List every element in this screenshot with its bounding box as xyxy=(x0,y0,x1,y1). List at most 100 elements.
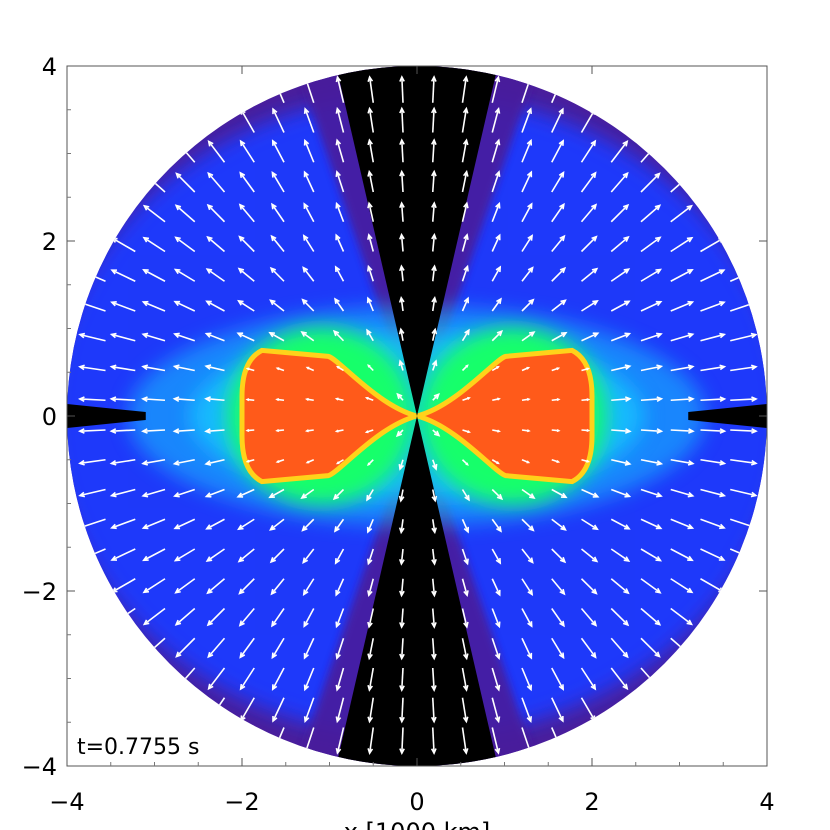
velocity-arrow-shaft xyxy=(611,429,630,433)
velocity-arrow-shaft xyxy=(491,298,502,312)
velocity-arrow-shaft xyxy=(336,140,345,163)
velocity-arrow-head xyxy=(686,204,693,211)
velocity-arrow xyxy=(204,488,225,498)
velocity-arrow-shaft xyxy=(368,608,375,628)
velocity-arrow xyxy=(367,201,375,222)
y-tick-label: 0 xyxy=(42,403,57,431)
velocity-arrow-head xyxy=(335,653,341,660)
velocity-arrow-shaft xyxy=(580,172,597,193)
velocity-arrow-head xyxy=(687,523,695,530)
velocity-arrow-shaft xyxy=(269,332,285,342)
velocity-arrow-head xyxy=(494,684,501,692)
velocity-arrow-shaft xyxy=(670,237,693,253)
velocity-arrow-shaft xyxy=(142,365,166,372)
velocity-arrow-head xyxy=(272,107,278,115)
velocity-arrow xyxy=(399,638,405,661)
velocity-arrow-head xyxy=(465,462,469,466)
velocity-arrow-shaft xyxy=(670,578,693,593)
velocity-arrow-shaft xyxy=(730,429,757,432)
velocity-arrow-head xyxy=(749,554,757,561)
velocity-arrow xyxy=(396,392,404,401)
velocity-arrow xyxy=(301,518,315,532)
velocity-arrow-head xyxy=(335,170,341,177)
velocity-arrow-head xyxy=(590,652,597,659)
velocity-arrow-shaft xyxy=(205,365,225,372)
velocity-arrow-head xyxy=(431,295,437,303)
velocity-arrow-shaft xyxy=(700,269,725,282)
velocity-arrow-shaft xyxy=(400,519,404,533)
velocity-arrow-shaft xyxy=(238,268,255,282)
velocity-arrow-shaft xyxy=(205,458,225,465)
velocity-arrow-head xyxy=(79,269,87,276)
velocity-arrow xyxy=(334,297,345,312)
velocity-arrow xyxy=(461,578,469,598)
velocity-arrow-head xyxy=(207,651,214,659)
velocity-arrow-head xyxy=(687,300,695,307)
velocity-arrow-shaft xyxy=(491,108,500,133)
velocity-arrow-head xyxy=(174,204,182,211)
velocity-arrow xyxy=(270,578,285,596)
velocity-arrow-head xyxy=(558,652,565,660)
velocity-arrow xyxy=(581,428,591,433)
velocity-arrow-shaft xyxy=(580,578,597,595)
velocity-arrow-head xyxy=(335,621,341,629)
velocity-arrow-shaft xyxy=(670,301,693,312)
velocity-arrow-head xyxy=(528,525,535,532)
velocity-arrow-head xyxy=(526,684,533,692)
velocity-arrow xyxy=(398,264,405,282)
velocity-arrow xyxy=(110,300,136,312)
velocity-arrow xyxy=(237,299,255,312)
velocity-arrow-shaft xyxy=(580,268,598,282)
velocity-arrow xyxy=(302,234,315,252)
velocity-arrow-head xyxy=(467,430,471,434)
velocity-arrow-head xyxy=(174,587,181,594)
velocity-arrow xyxy=(551,608,565,628)
velocity-arrow-head xyxy=(399,106,405,114)
core-lobe-left xyxy=(239,347,418,485)
velocity-arrow-shaft xyxy=(206,548,225,562)
velocity-arrow-shaft xyxy=(491,266,501,282)
velocity-arrow xyxy=(399,201,405,222)
velocity-arrow-shaft xyxy=(335,608,345,627)
velocity-arrow xyxy=(491,233,501,252)
velocity-arrow-shaft xyxy=(461,727,468,754)
velocity-arrow xyxy=(398,359,405,371)
velocity-arrow xyxy=(109,364,136,372)
velocity-arrow xyxy=(640,488,663,498)
equatorial-funnel-left xyxy=(67,404,146,428)
velocity-arrow xyxy=(610,637,629,659)
velocity-arrow-shaft xyxy=(368,76,375,103)
velocity-arrow-shaft xyxy=(272,667,285,690)
velocity-arrow xyxy=(304,429,314,433)
velocity-arrow xyxy=(245,367,255,372)
velocity-arrow-shaft xyxy=(491,608,501,627)
velocity-arrow-shaft xyxy=(521,108,532,133)
velocity-arrow-head xyxy=(494,106,501,114)
velocity-arrow xyxy=(551,139,564,163)
velocity-arrow xyxy=(492,397,501,402)
velocity-arrow xyxy=(141,396,166,403)
velocity-arrow xyxy=(730,364,758,372)
velocity-arrow-head xyxy=(431,463,438,471)
velocity-arrow-shaft xyxy=(640,429,662,433)
velocity-arrow-shaft xyxy=(270,518,285,531)
velocity-arrow-head xyxy=(109,364,117,371)
velocity-arrow-head xyxy=(173,300,181,307)
velocity-arrow xyxy=(334,397,344,402)
velocity-arrow-head xyxy=(236,492,244,498)
velocity-arrow-head xyxy=(431,169,437,177)
velocity-arrow-head xyxy=(558,139,564,146)
velocity-arrow xyxy=(431,578,437,598)
velocity-arrow xyxy=(335,697,345,724)
velocity-arrow-shaft xyxy=(521,203,533,223)
velocity-arrow-shaft xyxy=(670,458,694,465)
y-tick-label: −2 xyxy=(22,578,57,606)
velocity-arrow xyxy=(521,637,533,660)
velocity-arrow-head xyxy=(206,620,213,627)
velocity-arrow-head xyxy=(335,106,342,114)
velocity-arrow-shaft xyxy=(521,267,534,282)
velocity-arrow-head xyxy=(270,620,277,628)
velocity-arrow-head xyxy=(366,526,373,534)
velocity-arrow-shaft xyxy=(208,140,226,163)
velocity-arrow-head xyxy=(300,331,307,337)
